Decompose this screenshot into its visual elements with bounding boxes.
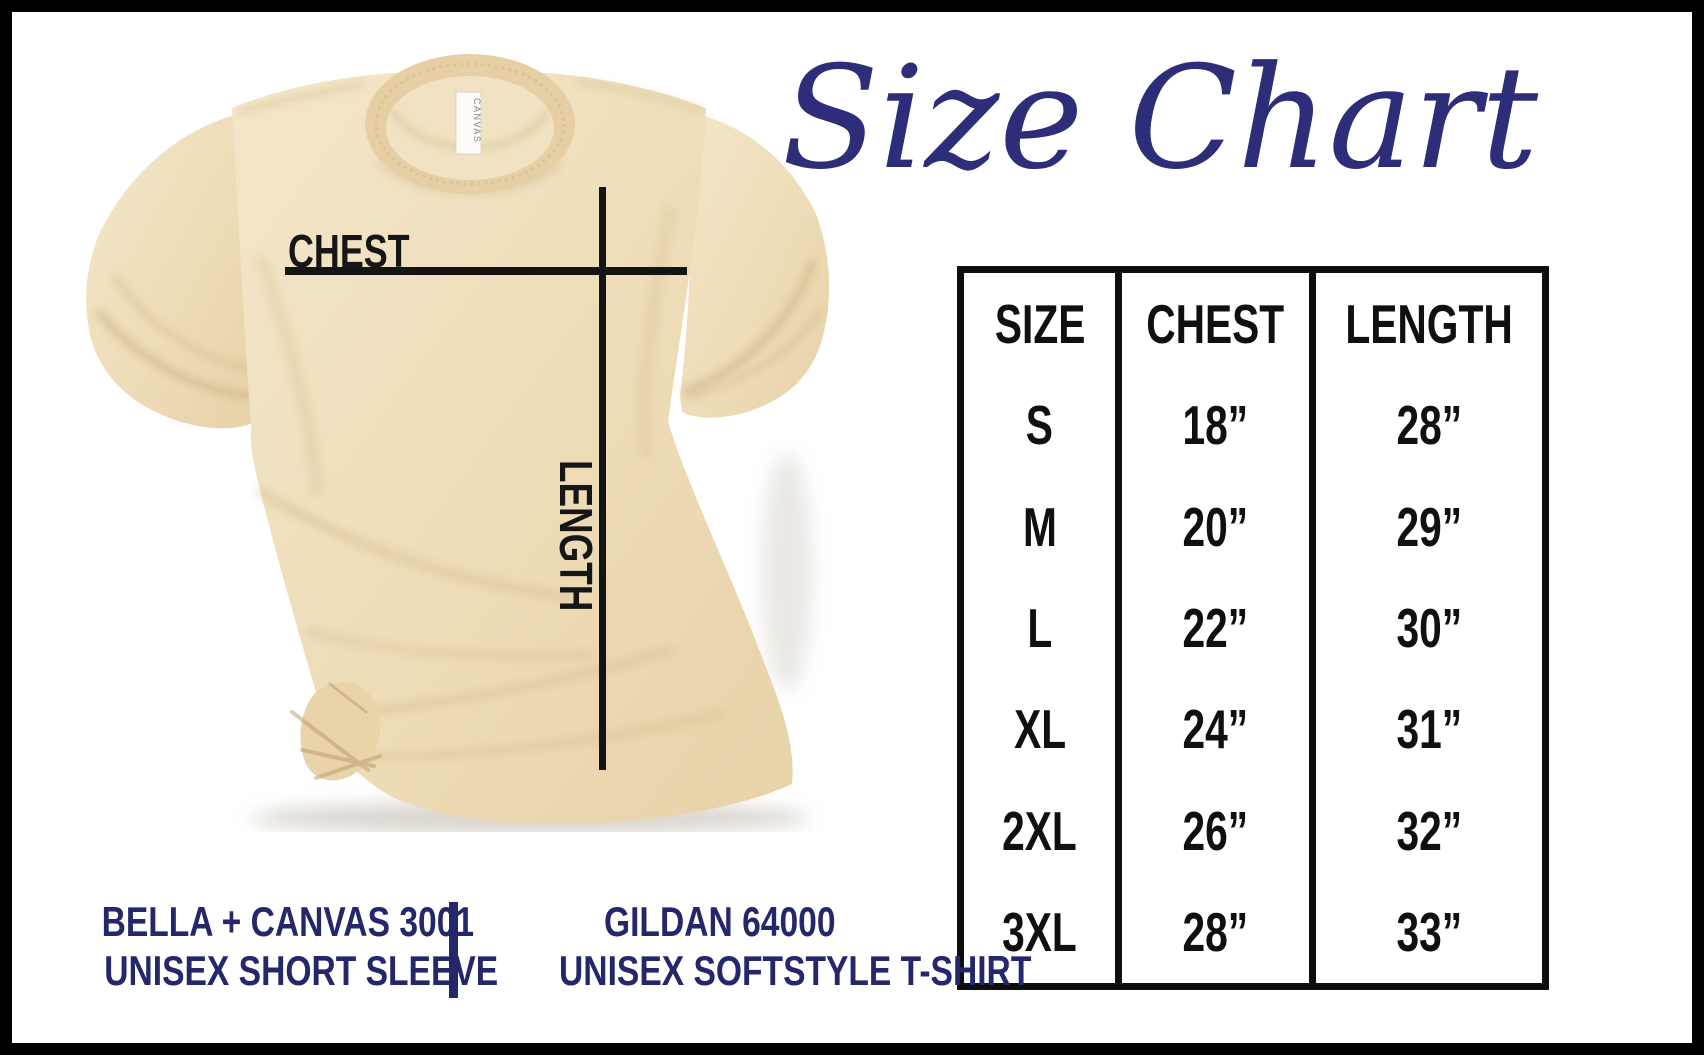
footer-right-line1: GILDAN 64000 xyxy=(500,897,940,946)
footer-right-line1-text: GILDAN 64000 xyxy=(604,898,836,945)
cell-length-text: 33” xyxy=(1396,901,1462,964)
cell-chest: 18” xyxy=(1115,374,1308,476)
cell-length: 28” xyxy=(1308,374,1542,476)
cell-length-text: 30” xyxy=(1396,596,1462,659)
page-title: Size Chart xyxy=(781,36,1539,201)
chest-label: CHEST xyxy=(288,225,410,277)
footer-left-line2-text: UNISEX SHORT SLEEVE xyxy=(104,947,499,994)
cell-chest: 20” xyxy=(1115,475,1308,578)
header-size-text: SIZE xyxy=(994,292,1085,355)
cell-length-text: 29” xyxy=(1396,495,1462,558)
shirt-knot xyxy=(290,681,382,781)
footer-left-line1: BELLA + CANVAS 3001 xyxy=(55,897,475,946)
cell-size-text: 2XL xyxy=(1002,799,1078,862)
cell-chest: 28” xyxy=(1115,881,1308,983)
footer-left-block: BELLA + CANVAS 3001 UNISEX SHORT SLEEVE xyxy=(55,897,499,995)
footer-right-line2: UNISEX SOFTSTYLE T-SHIRT xyxy=(500,946,1031,995)
cell-length: 31” xyxy=(1308,678,1542,781)
cell-chest-text: 24” xyxy=(1182,698,1249,761)
cell-size-text: S xyxy=(1026,394,1054,457)
cell-size-text: L xyxy=(1027,596,1053,659)
header-chest: CHEST xyxy=(1115,273,1308,375)
cell-size-text: M xyxy=(1022,495,1057,558)
cell-size: S xyxy=(964,374,1115,475)
cell-size: L xyxy=(964,577,1115,678)
cell-length-text: 28” xyxy=(1396,394,1462,457)
footer-left-line1-text: BELLA + CANVAS 3001 xyxy=(101,898,475,945)
shirt-left-sleeve xyxy=(86,114,256,429)
header-length: LENGTH xyxy=(1308,273,1542,375)
neck-tag: CANVAS xyxy=(455,91,482,155)
cell-size-text: XL xyxy=(1013,698,1066,761)
cell-length: 33” xyxy=(1308,881,1542,983)
header-size: SIZE xyxy=(964,273,1115,374)
cell-length-text: 31” xyxy=(1396,698,1462,761)
footer-left-line2: UNISEX SHORT SLEEVE xyxy=(55,946,498,995)
cell-chest-text: 22” xyxy=(1182,596,1249,659)
cell-chest: 24” xyxy=(1115,678,1308,781)
cell-chest-text: 26” xyxy=(1182,799,1249,862)
sleeve-cuff-folds xyxy=(96,260,823,401)
cell-length: 32” xyxy=(1308,780,1542,882)
cell-length-text: 32” xyxy=(1396,799,1462,862)
cell-size: XL xyxy=(964,679,1115,780)
shirt-body xyxy=(232,70,793,825)
header-chest-text: CHEST xyxy=(1146,292,1285,355)
cell-length: 29” xyxy=(1308,475,1542,578)
cell-size: 3XL xyxy=(964,882,1115,983)
cell-size: M xyxy=(964,476,1115,577)
cell-chest-text: 28” xyxy=(1182,901,1249,964)
size-table: SIZE CHEST LENGTH S 18” 28” M 20” 29” L … xyxy=(957,266,1549,990)
header-length-text: LENGTH xyxy=(1345,292,1513,355)
cell-size: 2XL xyxy=(964,780,1115,881)
cell-chest-text: 20” xyxy=(1182,495,1249,558)
cell-chest: 22” xyxy=(1115,577,1308,679)
cell-chest: 26” xyxy=(1115,780,1308,882)
length-label: LENGTH xyxy=(550,460,602,612)
footer-right-block: GILDAN 64000 UNISEX SOFTSTYLE T-SHIRT xyxy=(500,897,1031,995)
chest-measure-line xyxy=(285,267,687,275)
neck-tag-text: CANVAS xyxy=(472,98,482,143)
footer-divider-bar xyxy=(449,902,458,998)
length-measure-line xyxy=(599,187,606,770)
cell-length: 30” xyxy=(1308,577,1542,679)
tshirt-photo: CANVAS xyxy=(86,54,830,832)
shirt-wrinkles xyxy=(238,80,724,762)
footer-right-line2-text: UNISEX SOFTSTYLE T-SHIRT xyxy=(559,947,1032,994)
cell-chest-text: 18” xyxy=(1182,394,1249,457)
cell-size-text: 3XL xyxy=(1002,901,1078,964)
